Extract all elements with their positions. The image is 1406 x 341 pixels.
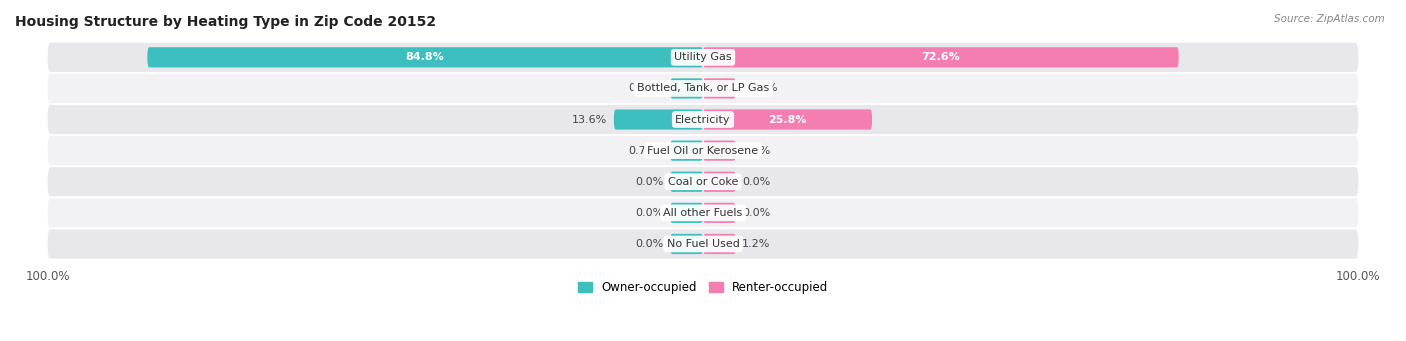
Text: 72.6%: 72.6% [921,52,960,62]
FancyBboxPatch shape [671,172,703,192]
Text: 0.0%: 0.0% [742,177,770,187]
FancyBboxPatch shape [614,109,703,130]
FancyBboxPatch shape [671,140,703,161]
Text: 25.8%: 25.8% [768,115,807,124]
FancyBboxPatch shape [703,47,1178,68]
FancyBboxPatch shape [703,78,735,99]
Text: 0.77%: 0.77% [628,84,664,93]
FancyBboxPatch shape [703,172,735,192]
Text: Fuel Oil or Kerosene: Fuel Oil or Kerosene [647,146,759,155]
Text: Utility Gas: Utility Gas [675,52,731,62]
FancyBboxPatch shape [671,234,703,254]
FancyBboxPatch shape [671,203,703,223]
FancyBboxPatch shape [703,234,735,254]
Text: All other Fuels: All other Fuels [664,208,742,218]
Text: 13.6%: 13.6% [572,115,607,124]
Text: 0.0%: 0.0% [636,208,664,218]
FancyBboxPatch shape [671,78,703,99]
Text: Housing Structure by Heating Type in Zip Code 20152: Housing Structure by Heating Type in Zip… [15,15,436,29]
Text: 0.0%: 0.0% [636,177,664,187]
FancyBboxPatch shape [48,229,1358,258]
Text: Source: ZipAtlas.com: Source: ZipAtlas.com [1274,14,1385,24]
Text: 1.2%: 1.2% [742,239,770,249]
Text: Coal or Coke: Coal or Coke [668,177,738,187]
FancyBboxPatch shape [48,136,1358,165]
FancyBboxPatch shape [148,47,703,68]
FancyBboxPatch shape [48,43,1358,72]
FancyBboxPatch shape [48,167,1358,196]
Text: Electricity: Electricity [675,115,731,124]
Legend: Owner-occupied, Renter-occupied: Owner-occupied, Renter-occupied [572,277,834,299]
Text: Bottled, Tank, or LP Gas: Bottled, Tank, or LP Gas [637,84,769,93]
FancyBboxPatch shape [703,140,735,161]
Text: 0.0%: 0.0% [636,239,664,249]
FancyBboxPatch shape [703,109,872,130]
Text: 84.8%: 84.8% [406,52,444,62]
Text: 0.0%: 0.0% [742,146,770,155]
FancyBboxPatch shape [48,74,1358,103]
Text: 0.78%: 0.78% [628,146,664,155]
Text: No Fuel Used: No Fuel Used [666,239,740,249]
FancyBboxPatch shape [703,203,735,223]
Text: 0.0%: 0.0% [742,208,770,218]
FancyBboxPatch shape [48,198,1358,227]
FancyBboxPatch shape [48,105,1358,134]
Text: 0.47%: 0.47% [742,84,778,93]
